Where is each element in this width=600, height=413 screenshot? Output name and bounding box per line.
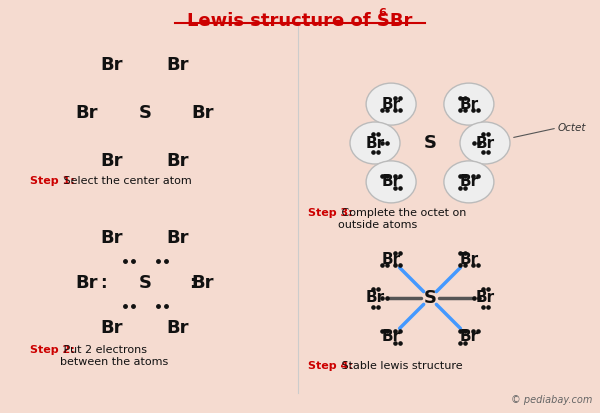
Text: Br: Br — [76, 104, 98, 122]
Ellipse shape — [444, 83, 494, 125]
Text: Br: Br — [460, 97, 478, 112]
Text: S: S — [139, 274, 151, 292]
Ellipse shape — [444, 161, 494, 203]
Text: Br: Br — [192, 274, 214, 292]
Text: Br: Br — [101, 152, 123, 170]
Text: Select the center atom: Select the center atom — [60, 176, 192, 186]
Text: Br: Br — [192, 104, 214, 122]
Text: Step 2:: Step 2: — [30, 345, 75, 355]
Text: S: S — [424, 289, 437, 307]
Text: :: : — [100, 274, 107, 292]
Ellipse shape — [366, 83, 416, 125]
Text: Br: Br — [460, 252, 478, 267]
Text: Br: Br — [101, 319, 123, 337]
Ellipse shape — [350, 122, 400, 164]
Text: Put 2 electrons
between the atoms: Put 2 electrons between the atoms — [60, 345, 168, 367]
Text: Br: Br — [382, 174, 401, 190]
Text: S: S — [139, 104, 151, 122]
Text: © pediabay.com: © pediabay.com — [511, 395, 592, 405]
Ellipse shape — [460, 122, 510, 164]
Ellipse shape — [366, 161, 416, 203]
Text: Br: Br — [382, 330, 401, 344]
Text: Lewis structure of SBr: Lewis structure of SBr — [187, 12, 413, 30]
Text: Br: Br — [167, 56, 189, 74]
Text: Br: Br — [382, 252, 401, 267]
Text: S: S — [424, 134, 437, 152]
Text: Stable lewis structure: Stable lewis structure — [338, 361, 463, 371]
Text: Br: Br — [101, 229, 123, 247]
Text: Br: Br — [475, 290, 494, 306]
Text: Br: Br — [382, 97, 401, 112]
Text: Br: Br — [101, 56, 123, 74]
Text: 6: 6 — [378, 8, 386, 18]
Text: Octet: Octet — [558, 123, 587, 133]
Text: Br: Br — [167, 152, 189, 170]
Text: Br: Br — [365, 135, 385, 150]
Text: Br: Br — [475, 135, 494, 150]
Text: Br: Br — [167, 229, 189, 247]
Text: Step 1:: Step 1: — [30, 176, 75, 186]
Text: Br: Br — [365, 290, 385, 306]
Text: Step 3:: Step 3: — [308, 208, 353, 218]
Text: Br: Br — [76, 274, 98, 292]
Text: Br: Br — [167, 319, 189, 337]
Text: Complete the octet on
outside atoms: Complete the octet on outside atoms — [338, 208, 466, 230]
Text: Step 4:: Step 4: — [308, 361, 353, 371]
Text: Br: Br — [460, 330, 478, 344]
Text: Br: Br — [460, 174, 478, 190]
Text: :: : — [189, 274, 196, 292]
